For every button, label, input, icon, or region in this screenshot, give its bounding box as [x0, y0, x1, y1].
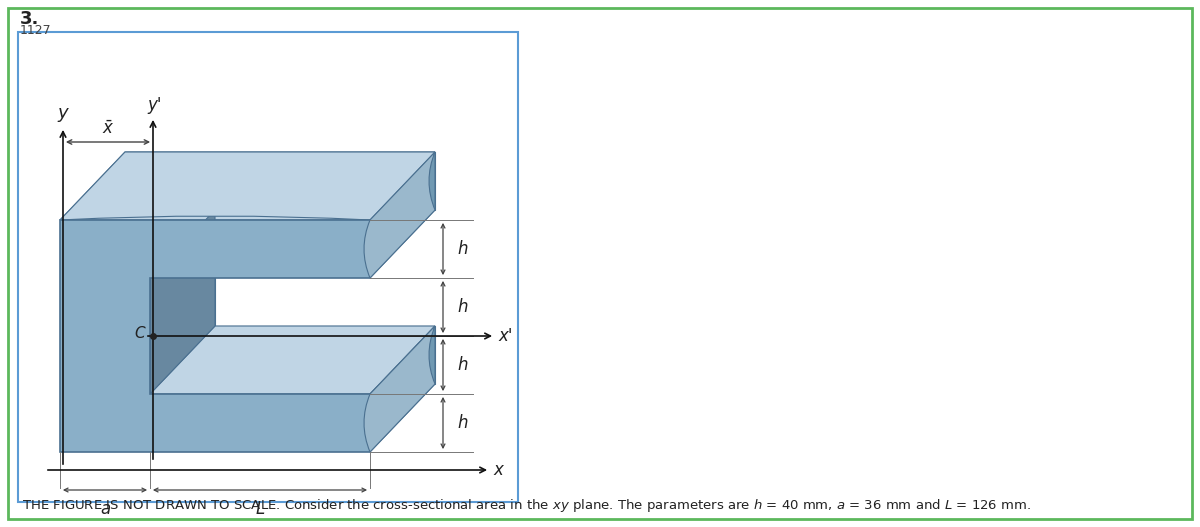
Bar: [18, 32, 518, 502]
Text: h: h: [457, 414, 468, 432]
Text: y: y: [58, 104, 68, 122]
Text: L: L: [256, 500, 265, 518]
Polygon shape: [150, 210, 215, 394]
Text: $\bar{x}$: $\bar{x}$: [102, 120, 114, 138]
PathPatch shape: [364, 326, 436, 452]
Text: THE FIGURE IS NOT DRAWN TO SCALE. Consider the cross-sectional area in the $xy$ : THE FIGURE IS NOT DRAWN TO SCALE. Consid…: [22, 497, 1031, 514]
Polygon shape: [370, 152, 436, 278]
Text: C: C: [134, 327, 145, 341]
Polygon shape: [150, 326, 436, 394]
Text: h: h: [457, 240, 468, 258]
Text: 1127: 1127: [20, 24, 52, 37]
PathPatch shape: [364, 152, 436, 278]
Polygon shape: [60, 152, 436, 220]
Polygon shape: [125, 152, 436, 384]
PathPatch shape: [60, 152, 436, 220]
Text: 3.: 3.: [20, 10, 40, 28]
Text: y': y': [148, 96, 162, 114]
Polygon shape: [60, 220, 370, 452]
Text: h: h: [457, 298, 468, 316]
Polygon shape: [370, 326, 436, 452]
Text: x': x': [498, 327, 512, 345]
Text: h: h: [457, 356, 468, 374]
Text: x: x: [493, 461, 503, 479]
Text: a: a: [100, 500, 110, 518]
